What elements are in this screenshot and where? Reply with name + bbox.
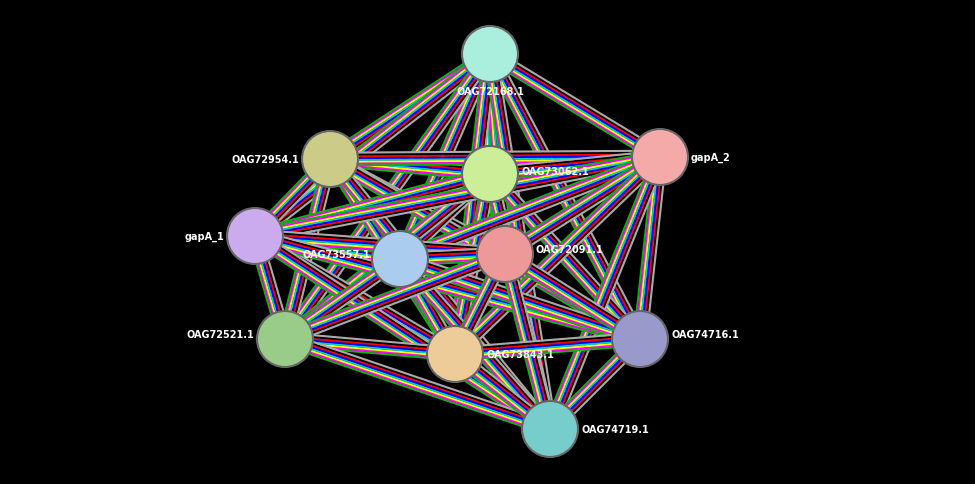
Circle shape xyxy=(612,311,668,367)
Text: OAG74716.1: OAG74716.1 xyxy=(671,329,739,339)
Circle shape xyxy=(522,401,578,457)
Text: OAG72521.1: OAG72521.1 xyxy=(186,329,254,339)
Circle shape xyxy=(227,209,283,264)
Text: OAG72954.1: OAG72954.1 xyxy=(231,155,299,165)
Text: OAG73062.1: OAG73062.1 xyxy=(521,166,589,177)
Circle shape xyxy=(477,227,533,283)
Text: gapA_1: gapA_1 xyxy=(184,231,224,242)
Circle shape xyxy=(257,311,313,367)
Circle shape xyxy=(302,132,358,188)
Circle shape xyxy=(462,27,518,83)
Text: gapA_2: gapA_2 xyxy=(691,152,730,163)
Circle shape xyxy=(372,231,428,287)
Circle shape xyxy=(632,130,688,186)
Text: OAG72091.1: OAG72091.1 xyxy=(535,244,603,255)
Text: OAG73557.1: OAG73557.1 xyxy=(302,249,370,259)
Circle shape xyxy=(462,147,518,203)
Text: OAG73843.1: OAG73843.1 xyxy=(486,349,554,359)
Circle shape xyxy=(427,326,483,382)
Text: OAG72168.1: OAG72168.1 xyxy=(456,87,524,97)
Text: OAG74719.1: OAG74719.1 xyxy=(581,424,648,434)
